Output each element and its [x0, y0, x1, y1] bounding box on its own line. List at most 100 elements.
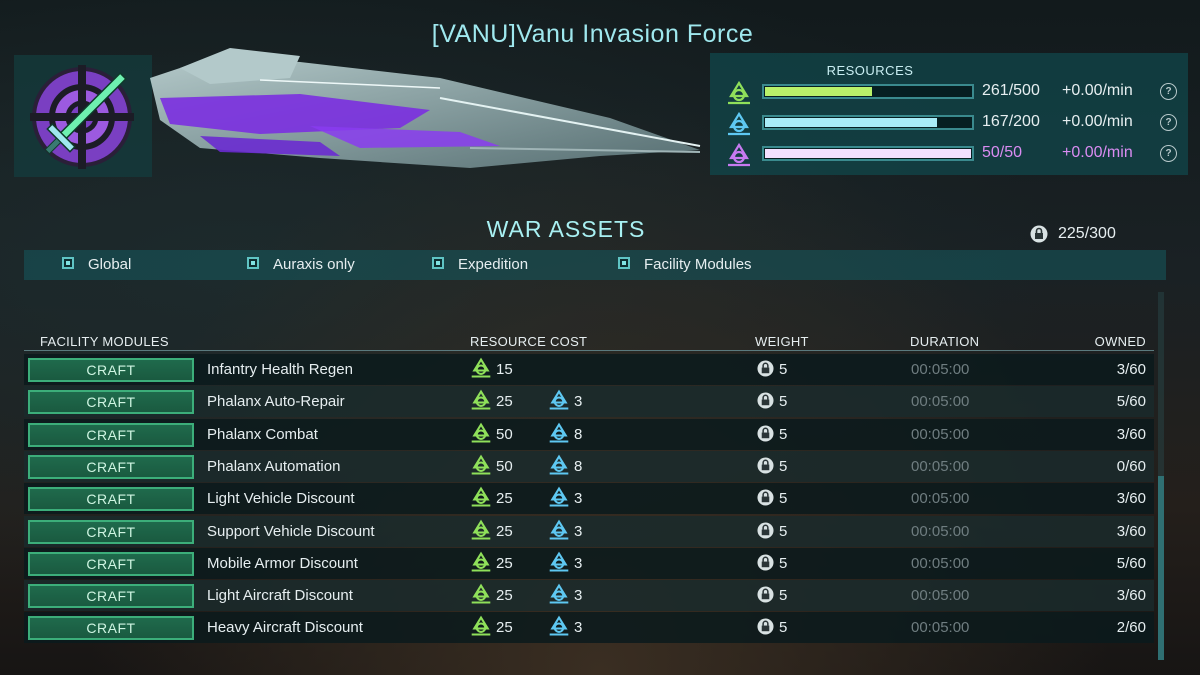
weight-value: 5	[779, 554, 788, 572]
cost-green: 50	[470, 454, 513, 480]
outfit-emblem	[14, 55, 152, 177]
cost-blue-value: 8	[574, 457, 583, 475]
weight-cell: 5	[757, 586, 787, 607]
table-row: CRAFT Support Vehicle Discount 25 3 5 00…	[24, 515, 1154, 547]
table-row: CRAFT Phalanx Automation 50 8 5 00:05:00…	[24, 450, 1154, 482]
craft-button[interactable]: CRAFT	[28, 422, 194, 447]
filter-label: Facility Modules	[644, 256, 752, 273]
duration-value: 00:05:00	[911, 361, 970, 378]
cost-blue: 3	[548, 486, 582, 512]
header-owned: OWNED	[1094, 334, 1146, 349]
resource-green-icon	[470, 357, 492, 383]
weight-cell: 5	[757, 457, 787, 478]
owned-value: 2/60	[1116, 619, 1146, 637]
cost-green: 25	[470, 486, 513, 512]
craft-button[interactable]: CRAFT	[28, 519, 194, 544]
weight-cell: 5	[757, 425, 787, 446]
cost-green: 15	[470, 357, 513, 383]
owned-value: 3/60	[1116, 425, 1146, 443]
cost-blue: 3	[548, 615, 582, 641]
resource-blue-icon	[548, 519, 570, 545]
cost-blue-value: 3	[574, 554, 583, 572]
owned-value: 3/60	[1116, 490, 1146, 508]
weight-value: 5	[779, 619, 788, 637]
cost-green-value: 50	[496, 425, 513, 443]
table-header: FACILITY MODULES RESOURCE COST WEIGHT DU…	[24, 330, 1154, 351]
table-row: CRAFT Heavy Aircraft Discount 25 3 5 00:…	[24, 612, 1154, 644]
table-row: CRAFT Light Vehicle Discount 25 3 5 00:0…	[24, 483, 1154, 515]
cost-blue-value: 3	[574, 619, 583, 637]
resource-blue-icon	[548, 454, 570, 480]
resource-blue-icon	[548, 551, 570, 577]
checkbox-icon[interactable]	[618, 257, 630, 269]
help-icon[interactable]: ?	[1160, 145, 1177, 162]
duration-value: 00:05:00	[911, 457, 970, 475]
table-row: CRAFT Infantry Health Regen 15 5 00:05:0…	[24, 354, 1154, 385]
capacity-value: 225/300	[1058, 225, 1116, 242]
resource-purple-icon	[726, 142, 752, 172]
weight-icon	[757, 489, 774, 510]
weight-icon	[757, 392, 774, 413]
resource-green-icon	[470, 551, 492, 577]
checkbox-icon[interactable]	[432, 257, 444, 269]
cost-green-value: 25	[496, 393, 513, 411]
duration-value: 00:05:00	[911, 490, 970, 508]
duration-value: 00:05:00	[911, 522, 970, 540]
cost-green: 25	[470, 519, 513, 545]
weight-cell: 5	[757, 392, 787, 413]
module-name: Infantry Health Regen	[207, 361, 353, 378]
resource-green-icon	[470, 583, 492, 609]
craft-button[interactable]: CRAFT	[28, 616, 194, 641]
weight-icon	[757, 586, 774, 607]
cost-blue-value: 8	[574, 425, 583, 443]
resource-green-icon	[470, 389, 492, 415]
module-name: Phalanx Auto-Repair	[207, 393, 345, 411]
craft-button[interactable]: CRAFT	[28, 358, 194, 382]
resources-panel: RESOURCES 261/500 +0.00/min ? 167/200 +0…	[710, 53, 1188, 175]
cost-blue: 8	[548, 454, 582, 480]
craft-button[interactable]: CRAFT	[28, 551, 194, 576]
weight-cell: 5	[757, 360, 787, 381]
owned-value: 3/60	[1116, 587, 1146, 605]
module-name: Light Aircraft Discount	[207, 587, 353, 605]
table-row: CRAFT Phalanx Combat 50 8 5 00:05:00 3/6…	[24, 418, 1154, 450]
header-weight: WEIGHT	[755, 334, 809, 349]
resource-row-blue: 167/200 +0.00/min ?	[724, 111, 1184, 137]
weight-icon	[757, 554, 774, 575]
weight-value: 5	[779, 361, 788, 378]
help-icon[interactable]: ?	[1160, 114, 1177, 131]
weight-icon	[1030, 225, 1048, 248]
resource-row-green: 261/500 +0.00/min ?	[724, 80, 1184, 106]
craft-button[interactable]: CRAFT	[28, 390, 194, 415]
weight-value: 5	[779, 425, 788, 443]
weight-value: 5	[779, 587, 788, 605]
scrollbar-thumb[interactable]	[1158, 476, 1164, 660]
module-name: Support Vehicle Discount	[207, 522, 375, 540]
weight-cell: 5	[757, 489, 787, 510]
cost-green-value: 25	[496, 490, 513, 508]
module-name: Light Vehicle Discount	[207, 490, 355, 508]
resource-blue-icon	[548, 389, 570, 415]
craft-button[interactable]: CRAFT	[28, 584, 194, 609]
checkbox-icon[interactable]	[62, 257, 74, 269]
weight-value: 5	[779, 522, 788, 540]
duration-value: 00:05:00	[911, 393, 970, 411]
table-row: CRAFT Mobile Armor Discount 25 3 5 00:05…	[24, 547, 1154, 579]
cost-blue-value: 3	[574, 522, 583, 540]
cost-green-value: 50	[496, 457, 513, 475]
help-icon[interactable]: ?	[1160, 83, 1177, 100]
resource-row-purple: 50/50 +0.00/min ?	[724, 142, 1184, 168]
vanu-sword-emblem-icon	[30, 65, 134, 169]
craft-button[interactable]: CRAFT	[28, 454, 194, 479]
weight-icon	[757, 457, 774, 478]
module-name: Phalanx Combat	[207, 425, 318, 443]
module-name: Phalanx Automation	[207, 457, 341, 475]
cost-green-value: 25	[496, 619, 513, 637]
table-row: CRAFT Phalanx Auto-Repair 25 3 5 00:05:0…	[24, 386, 1154, 418]
checkbox-icon[interactable]	[247, 257, 259, 269]
resource-bar-green	[762, 84, 974, 99]
duration-value: 00:05:00	[911, 619, 970, 637]
craft-button[interactable]: CRAFT	[28, 487, 194, 512]
weight-cell: 5	[757, 521, 787, 543]
fleet-title: [VANU]Vanu Invasion Force	[431, 20, 754, 48]
